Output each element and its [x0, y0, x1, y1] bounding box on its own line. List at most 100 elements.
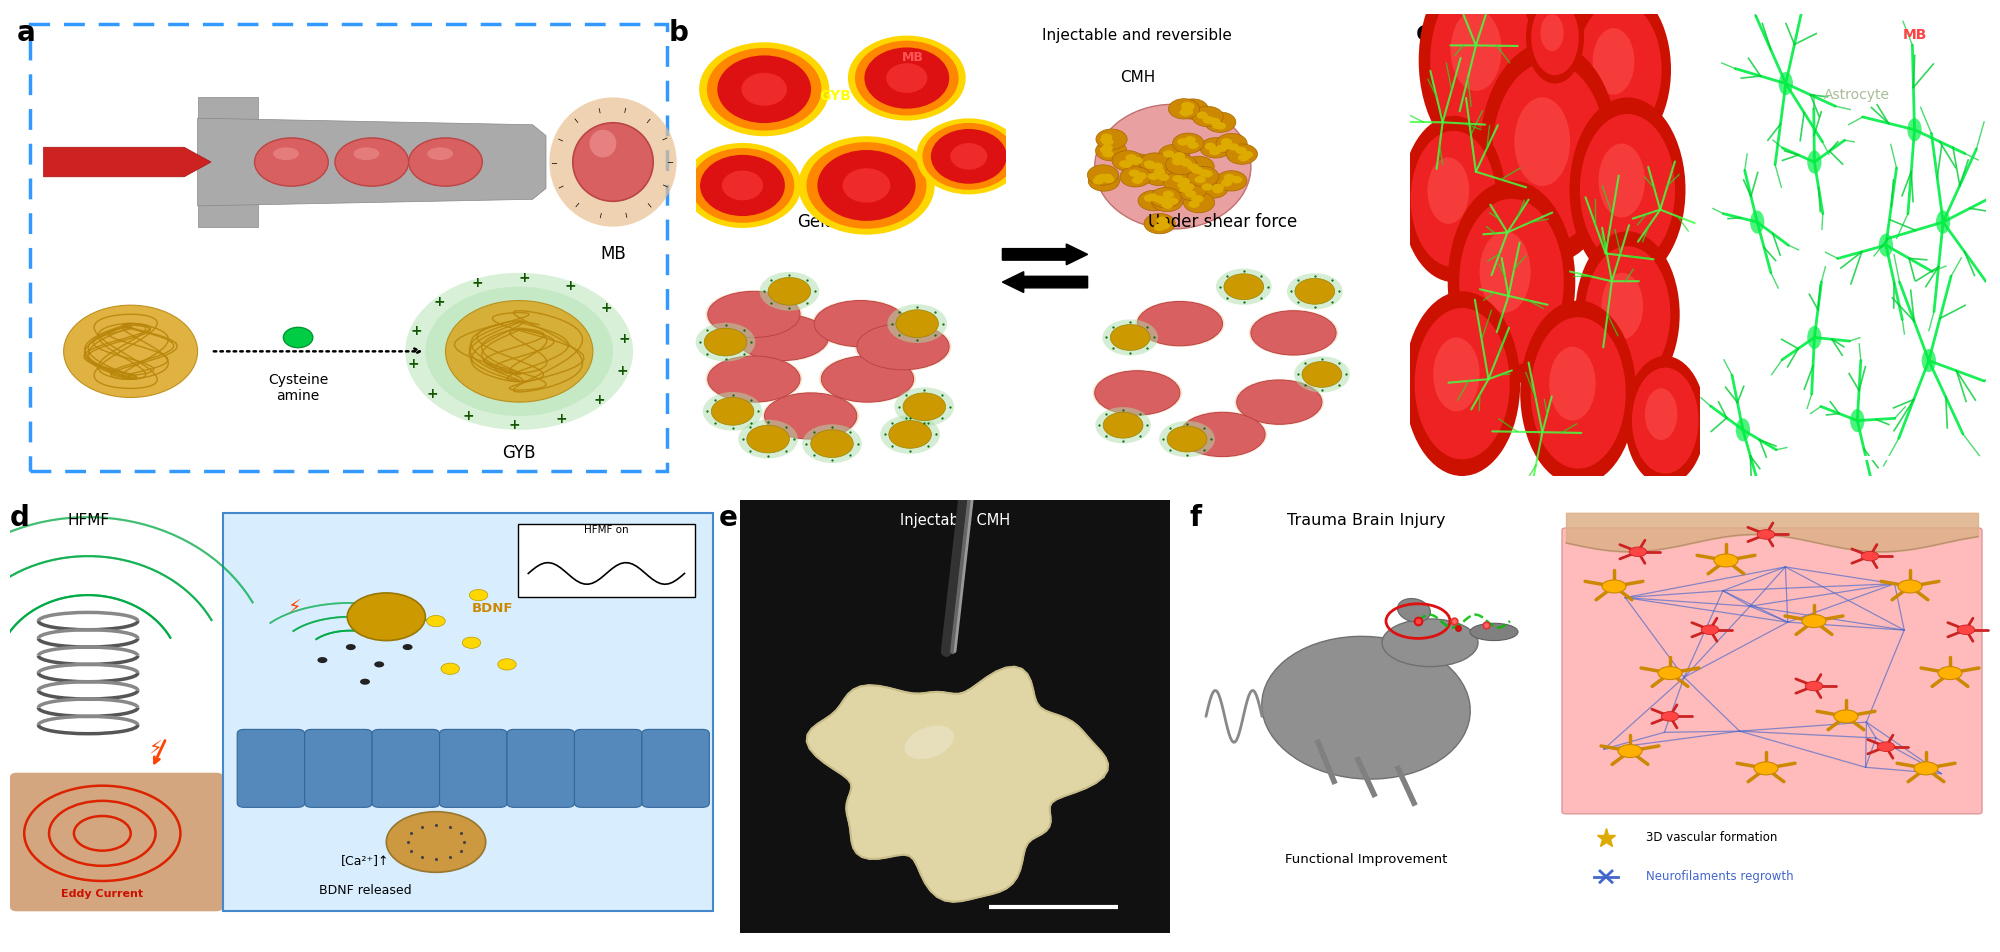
Circle shape	[1834, 710, 1858, 723]
Text: ─: ─	[558, 134, 566, 144]
Text: ─: ─	[554, 157, 558, 167]
Circle shape	[1144, 213, 1176, 234]
Circle shape	[1168, 198, 1178, 205]
Circle shape	[1212, 122, 1224, 129]
Circle shape	[426, 615, 446, 626]
Circle shape	[1120, 167, 1152, 187]
Circle shape	[1460, 199, 1564, 366]
Circle shape	[1132, 176, 1144, 184]
Circle shape	[1172, 175, 1184, 183]
Circle shape	[712, 398, 754, 426]
Circle shape	[1808, 150, 1822, 173]
Circle shape	[348, 593, 426, 641]
Circle shape	[1102, 150, 1114, 157]
Circle shape	[1164, 172, 1194, 192]
Circle shape	[1200, 138, 1232, 158]
Circle shape	[1130, 157, 1142, 165]
Circle shape	[426, 287, 612, 416]
Circle shape	[760, 272, 820, 310]
Text: ─: ─	[596, 107, 606, 113]
Ellipse shape	[736, 314, 828, 361]
Circle shape	[1100, 146, 1112, 153]
Circle shape	[1176, 180, 1206, 200]
Text: Astrocyte: Astrocyte	[1824, 89, 1890, 102]
Text: +: +	[616, 365, 628, 378]
Circle shape	[1236, 147, 1246, 154]
Ellipse shape	[1094, 105, 1250, 229]
Ellipse shape	[708, 356, 800, 402]
Circle shape	[768, 277, 810, 306]
Circle shape	[704, 328, 746, 356]
Text: +: +	[594, 393, 606, 407]
Circle shape	[1118, 160, 1130, 168]
Text: GYB: GYB	[502, 444, 536, 462]
Circle shape	[1598, 144, 1644, 217]
Circle shape	[1152, 163, 1164, 170]
Ellipse shape	[1250, 310, 1336, 355]
Ellipse shape	[1180, 412, 1266, 457]
Circle shape	[718, 55, 812, 123]
Text: ─: ─	[620, 107, 630, 113]
FancyBboxPatch shape	[10, 773, 224, 911]
Text: ─: ─	[572, 199, 582, 208]
Ellipse shape	[1470, 624, 1518, 641]
Circle shape	[848, 35, 966, 121]
Text: +: +	[564, 280, 576, 293]
FancyBboxPatch shape	[508, 729, 574, 807]
Text: Neurofilaments regrowth: Neurofilaments regrowth	[1646, 870, 1794, 883]
Circle shape	[1166, 154, 1196, 175]
Circle shape	[1224, 274, 1264, 300]
Circle shape	[1238, 154, 1250, 161]
Circle shape	[888, 305, 948, 343]
Circle shape	[1286, 273, 1342, 309]
Ellipse shape	[706, 290, 802, 339]
Text: +: +	[426, 387, 438, 402]
Circle shape	[1104, 176, 1114, 183]
Circle shape	[1178, 138, 1188, 146]
Circle shape	[1198, 169, 1210, 176]
Circle shape	[1224, 174, 1236, 181]
Ellipse shape	[550, 97, 676, 227]
Circle shape	[1188, 164, 1198, 170]
Circle shape	[1094, 174, 1106, 182]
Circle shape	[1658, 666, 1682, 680]
Circle shape	[894, 387, 954, 426]
Circle shape	[1778, 72, 1792, 95]
FancyBboxPatch shape	[440, 729, 508, 807]
Ellipse shape	[1398, 599, 1430, 622]
Circle shape	[1184, 103, 1194, 110]
FancyBboxPatch shape	[642, 729, 710, 807]
Circle shape	[446, 301, 592, 402]
Circle shape	[1124, 154, 1154, 174]
Text: [Ca²⁺]↑: [Ca²⁺]↑	[340, 854, 390, 866]
Circle shape	[1192, 195, 1202, 203]
Circle shape	[1802, 615, 1826, 627]
Circle shape	[696, 323, 756, 362]
Circle shape	[1160, 421, 1214, 457]
Circle shape	[1172, 133, 1204, 153]
Circle shape	[1158, 197, 1168, 205]
Circle shape	[1404, 291, 1520, 476]
Ellipse shape	[856, 324, 950, 369]
Text: Eddy Current: Eddy Current	[62, 889, 144, 899]
FancyBboxPatch shape	[372, 729, 440, 807]
Circle shape	[1102, 319, 1158, 356]
Text: HFMF: HFMF	[68, 513, 110, 527]
Circle shape	[462, 637, 480, 648]
Circle shape	[1480, 42, 1618, 264]
Circle shape	[1204, 112, 1236, 132]
Circle shape	[386, 812, 486, 872]
Circle shape	[1182, 108, 1194, 115]
Text: e: e	[718, 505, 738, 532]
Text: MB: MB	[1902, 29, 1926, 42]
Circle shape	[1096, 141, 1126, 161]
Circle shape	[1182, 105, 1192, 112]
Circle shape	[1908, 118, 1922, 141]
Ellipse shape	[1236, 380, 1322, 425]
FancyBboxPatch shape	[1562, 528, 1982, 814]
Circle shape	[922, 123, 1016, 189]
Circle shape	[1414, 307, 1510, 460]
Text: Injectable and reversible: Injectable and reversible	[1042, 29, 1232, 43]
Circle shape	[1158, 222, 1170, 229]
Circle shape	[950, 143, 988, 169]
